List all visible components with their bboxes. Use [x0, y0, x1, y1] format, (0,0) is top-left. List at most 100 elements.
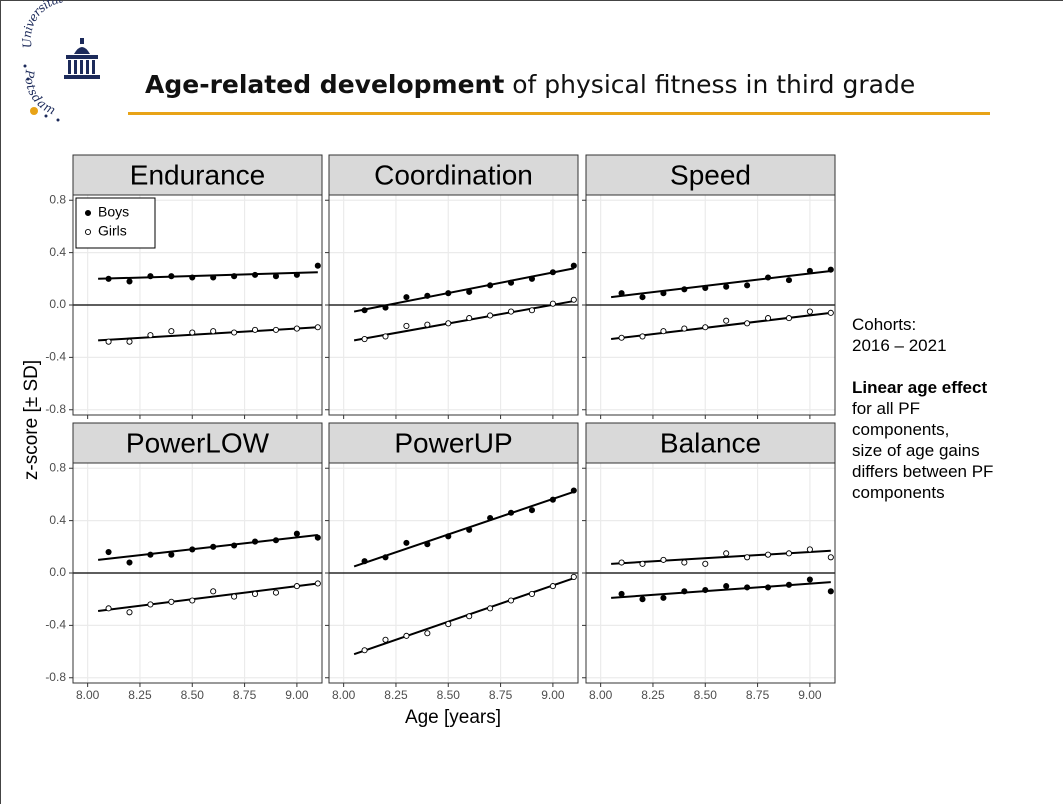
point [382, 333, 389, 340]
point [293, 583, 300, 590]
x-tick-label: 8.00 [76, 688, 100, 702]
point [785, 581, 793, 588]
point [105, 275, 112, 282]
point [403, 294, 410, 301]
point [618, 290, 625, 297]
point [251, 538, 259, 545]
point [445, 290, 452, 297]
point [403, 539, 410, 546]
point [189, 597, 196, 604]
point [618, 559, 625, 566]
x-tick-label: 8.50 [694, 688, 718, 702]
point [445, 621, 452, 628]
y-tick-label: 0.4 [49, 245, 66, 259]
strip-title: Endurance [130, 159, 265, 190]
point [549, 300, 556, 307]
point [723, 550, 730, 557]
point [681, 588, 688, 595]
point [528, 307, 536, 314]
point [105, 338, 112, 345]
point [126, 609, 133, 616]
point [639, 560, 646, 567]
point [272, 273, 280, 280]
point [570, 296, 577, 303]
point [382, 636, 389, 643]
faceted-chart: z-score [± SD] Age [years] Endurance -0.8… [21, 154, 836, 728]
point [147, 551, 154, 558]
fit-line [611, 581, 831, 599]
y-tick-label: 0.0 [49, 297, 66, 311]
point [528, 275, 536, 282]
panel-border [328, 462, 579, 684]
panel-border [328, 194, 579, 416]
strip-title: PowerLOW [126, 427, 270, 458]
point [681, 286, 688, 293]
point [293, 325, 300, 332]
y-axis-label: z-score [± SD] [21, 360, 42, 480]
fit-line [97, 582, 318, 612]
point [126, 559, 133, 566]
point [189, 546, 196, 553]
y-tick-label: -0.8 [45, 670, 66, 684]
point [827, 554, 834, 561]
x-tick-label: 8.00 [589, 688, 613, 702]
point [424, 321, 431, 328]
x-tick-label: 8.50 [437, 688, 461, 702]
strip-title: Balance [660, 427, 761, 458]
point [361, 307, 368, 314]
y-tick-label: 0.0 [49, 565, 66, 579]
fit-line [353, 490, 575, 568]
x-tick-label: 8.75 [233, 688, 257, 702]
note: 2016 – 2021 [852, 336, 947, 355]
point [487, 312, 494, 319]
x-tick-label: 8.25 [128, 688, 152, 702]
strip-title: Speed [670, 159, 751, 190]
point [403, 632, 410, 639]
panel-border [72, 462, 323, 684]
point [251, 326, 259, 333]
fit-line [98, 326, 318, 342]
point [314, 580, 321, 587]
point [314, 262, 321, 269]
point [764, 315, 772, 322]
strip [328, 154, 579, 196]
point [827, 309, 834, 316]
fit-line [97, 534, 318, 561]
note-bold: Linear age effect [852, 378, 988, 397]
point [507, 597, 515, 604]
point [231, 273, 238, 280]
fit-line [610, 311, 831, 341]
x-tick-label: 8.25 [384, 688, 408, 702]
strip-title: Coordination [374, 159, 533, 190]
strip [585, 154, 836, 196]
point [445, 320, 452, 327]
note: components [852, 483, 945, 502]
point [702, 586, 709, 594]
point [806, 267, 813, 275]
point [168, 328, 175, 335]
panel-border [585, 462, 836, 684]
point [660, 290, 667, 297]
point [466, 526, 473, 533]
point [251, 271, 259, 278]
point [744, 282, 751, 289]
point [189, 329, 196, 336]
point [785, 277, 793, 284]
logo-building [64, 38, 100, 79]
y-tick-label: 0.8 [49, 460, 66, 474]
point [507, 279, 515, 286]
point [210, 588, 217, 595]
point [105, 548, 112, 556]
point [639, 333, 646, 340]
y-tick-label: -0.4 [45, 618, 66, 632]
x-tick-label: 9.00 [541, 688, 565, 702]
point [827, 588, 834, 595]
point [660, 594, 667, 601]
point [382, 304, 389, 311]
point [764, 551, 772, 558]
point [570, 262, 577, 269]
point [487, 514, 494, 522]
point [168, 273, 175, 280]
